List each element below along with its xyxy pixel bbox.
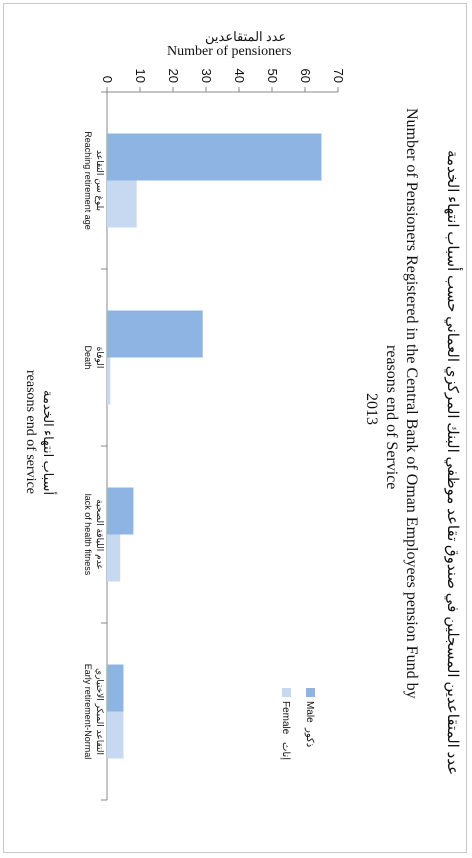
legend-label-male-arabic: ذكور — [304, 728, 315, 748]
chart-title-year: 2013 — [363, 393, 380, 425]
legend-swatch-male — [306, 688, 315, 697]
bar-male — [107, 487, 134, 535]
category-label-english: Reaching retirement age — [83, 131, 93, 230]
bar-female — [107, 180, 137, 228]
category-label-arabic: الوفاة — [94, 347, 104, 369]
bar-male — [107, 133, 322, 181]
chart-title-english-line2: reasons end of Service — [383, 345, 400, 490]
legend-swatch-female — [282, 688, 291, 697]
category-label-english: Death — [83, 345, 93, 369]
category-label-english: lack of health fitness — [83, 494, 93, 576]
value-tick-label: 40 — [232, 69, 247, 83]
value-tick-label: 70 — [331, 69, 346, 83]
category-label-english: Early retirement-Normal — [83, 664, 93, 760]
legend-label-male: Male — [304, 701, 315, 723]
bar-female — [107, 357, 111, 405]
legend-label-female-arabic: إناث — [280, 742, 291, 761]
value-axis-label-english: Number of pensioners — [167, 44, 292, 59]
chart-title-arabic: عدد المتقاعدين المسجلين في صندوق تقاعد م… — [444, 150, 460, 776]
value-tick-label: 60 — [298, 69, 313, 83]
value-tick-label: 10 — [133, 69, 148, 83]
bar-male — [107, 310, 203, 358]
value-tick-label: 20 — [166, 69, 181, 83]
category-label-arabic: عدم اللياقة الصحية — [94, 499, 104, 570]
category-label-arabic: التقاعد المبكر الاختياري — [94, 668, 104, 755]
category-axis-label-english: reasons end of service — [23, 370, 38, 495]
chart-title-english-line1: Number of Pensioners Registered in the C… — [403, 108, 420, 699]
legend-label-female: Female — [280, 701, 291, 735]
bar-female — [107, 534, 121, 582]
category-label-arabic: بلوغ سن التقاعد — [94, 150, 104, 211]
bar-male — [107, 664, 124, 712]
bar-female — [107, 711, 124, 759]
category-axis-label-arabic: أسباب انتهاء الخدمة — [41, 390, 56, 496]
value-tick-label: 0 — [100, 76, 115, 83]
value-tick-label: 30 — [199, 69, 214, 83]
value-tick-label: 50 — [265, 69, 280, 83]
value-axis-label-arabic: عدد المتقاعدين — [205, 29, 287, 44]
